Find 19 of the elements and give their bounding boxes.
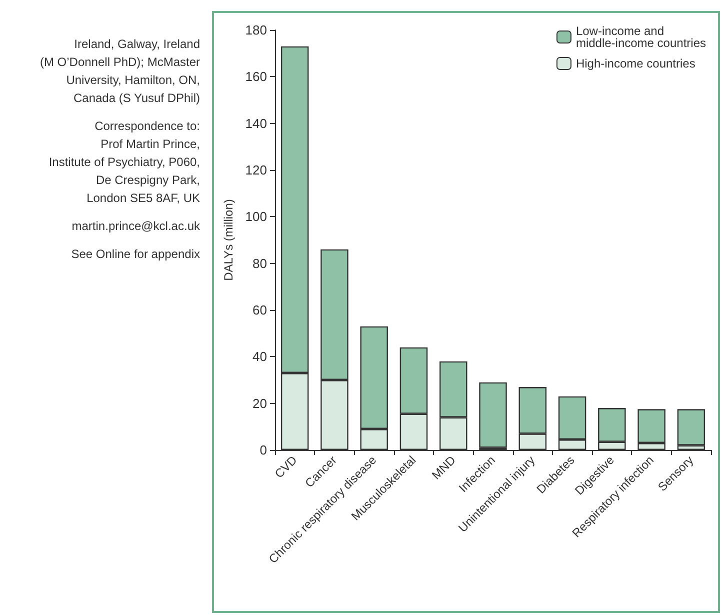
y-tick-label: 80: [252, 256, 267, 271]
y-tick-label: 40: [252, 349, 267, 364]
y-tick-label: 120: [245, 162, 267, 178]
y-tick-label: 140: [245, 116, 267, 131]
text: martin.prince@kcl.ac.uk: [72, 219, 201, 233]
y-tick-label: 20: [252, 396, 267, 411]
y-tick-label: 0: [260, 442, 267, 458]
y-tick-label: 100: [245, 209, 267, 224]
y-axis-title: DALYs (million): [221, 199, 236, 281]
y-tick-label: 160: [245, 69, 267, 84]
text: Correspondence to: Prof Martin Prince, Institute of Psychiatry, P060, De Crespigny Park, London SE5 8AF, UK: [48, 119, 200, 205]
bar: [479, 382, 507, 448]
legend-label: Low-income and middle-income countries: [576, 24, 706, 50]
text: Ireland, Galway, Ireland (M O’Donnell PhD); McMaster University, Hamilton, ON, Canada (S Yusuf DPhil): [40, 37, 200, 105]
x-tick-label: CVD: [272, 452, 300, 481]
text: See Online for appendix: [71, 247, 200, 261]
legend-label: High-income countries: [576, 56, 696, 70]
y-tick-label: 60: [252, 302, 267, 318]
y-tick-label: 180: [245, 22, 267, 38]
